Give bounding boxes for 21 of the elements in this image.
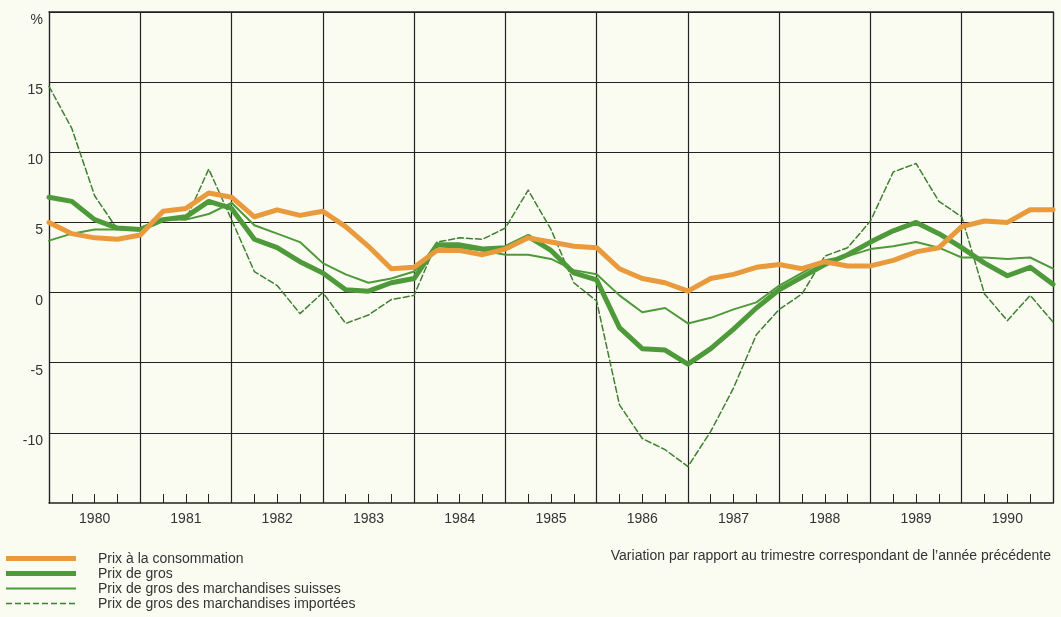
y-tick-label: 10 — [27, 151, 44, 168]
x-tick-label: 1987 — [717, 510, 750, 526]
x-tick-label: 1990 — [991, 510, 1024, 526]
y-tick-label: 15 — [27, 81, 44, 98]
x-tick-label: 1982 — [261, 510, 293, 526]
legend-label: Prix à la consommation — [98, 549, 244, 566]
x-tick-label: 1986 — [626, 510, 659, 526]
x-tick-label: 1981 — [170, 510, 202, 526]
y-tick-label: -5 — [30, 361, 44, 378]
y-tick-label: 0 — [35, 291, 44, 308]
y-tick-label: 5 — [35, 221, 44, 238]
x-tick-label: 1985 — [535, 510, 567, 526]
x-tick-label: 1980 — [79, 510, 111, 526]
legend-label: Prix de gros — [98, 564, 173, 581]
y-tick-label: % — [30, 11, 43, 27]
x-tick-label: 1989 — [900, 510, 932, 526]
x-tick-label: 1984 — [444, 510, 476, 526]
text: Variation par rapport au trimestre correspondant de l’année précédente — [610, 547, 1052, 563]
x-tick-label: 1983 — [352, 510, 385, 526]
x-tick-label: 1988 — [809, 510, 841, 526]
y-tick-label: -10 — [22, 431, 44, 448]
